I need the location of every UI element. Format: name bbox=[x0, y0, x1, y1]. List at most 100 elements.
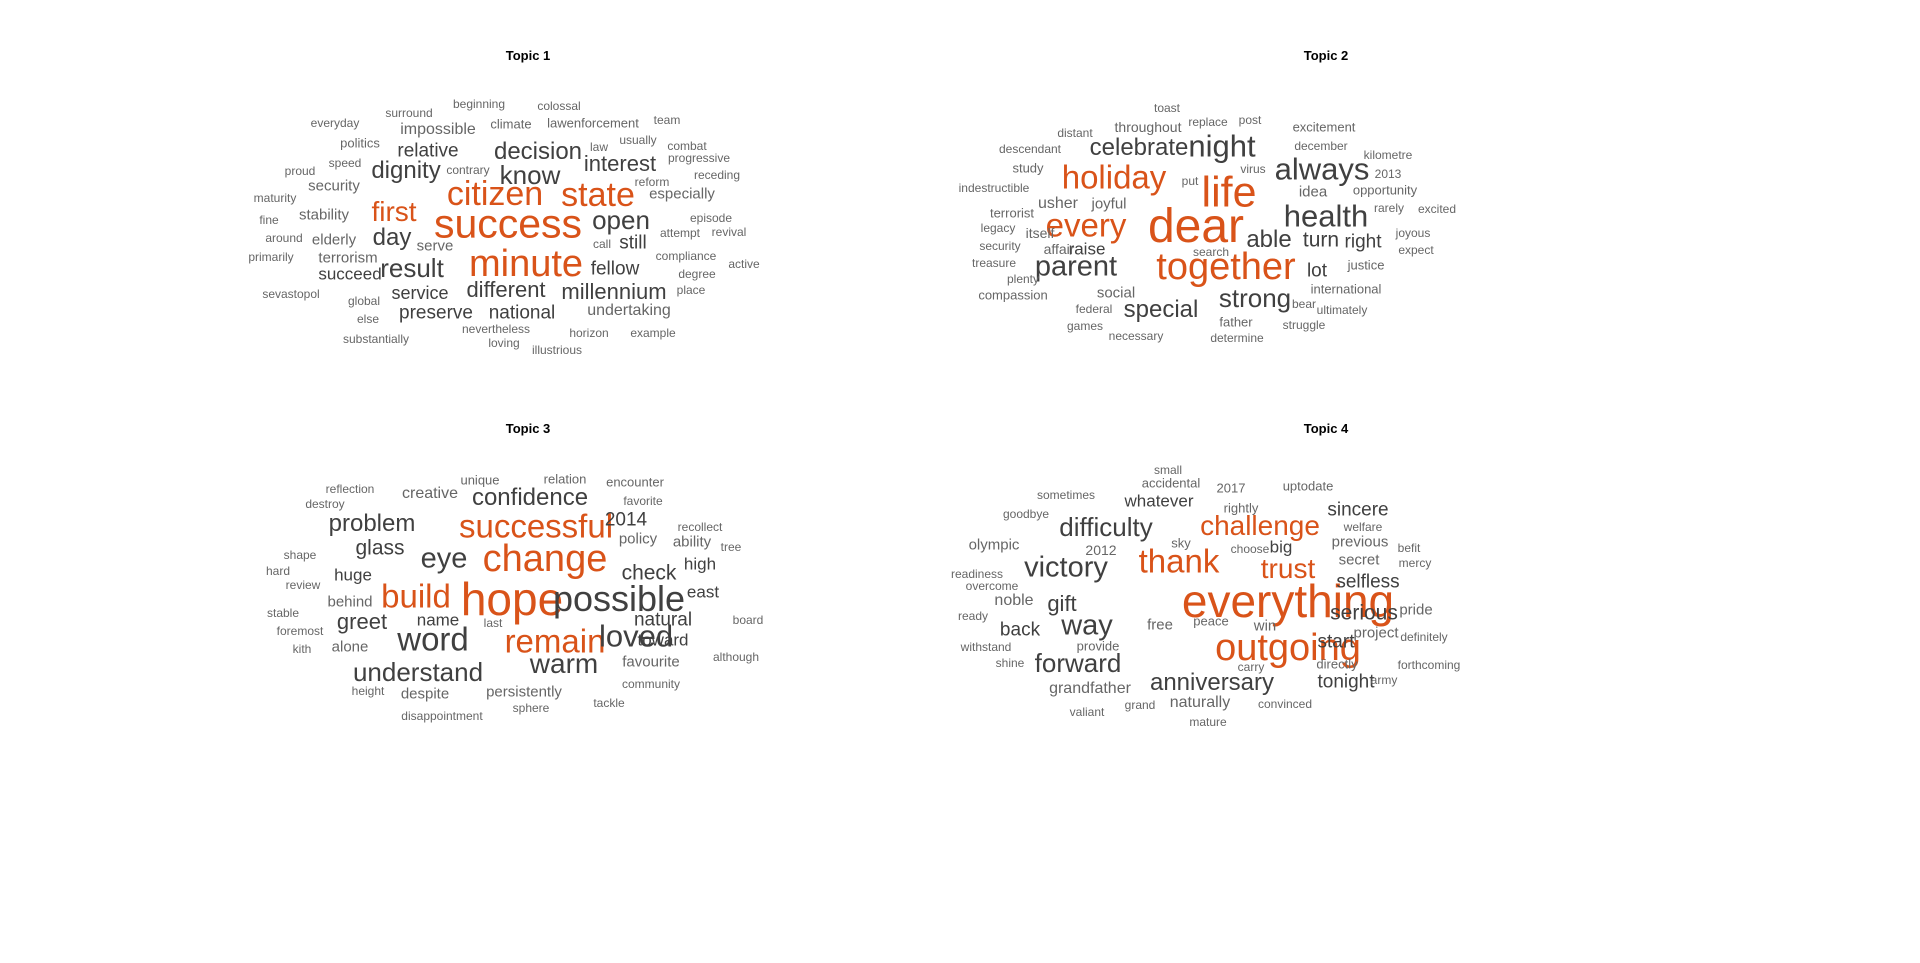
wordcloud-word: federal bbox=[1075, 302, 1113, 316]
wordcloud-word: way bbox=[1061, 609, 1113, 642]
wordcloud-word: citizen bbox=[446, 175, 544, 213]
wordcloud-word: grandfather bbox=[1049, 680, 1131, 697]
wordcloud-word: surround bbox=[385, 106, 433, 120]
wordcloud-word: preserve bbox=[399, 302, 473, 324]
wordcloud-word: height bbox=[351, 684, 385, 698]
wordcloud-word: still bbox=[619, 232, 647, 254]
wordcloud-word: fellow bbox=[590, 258, 640, 280]
wordcloud-word: understand bbox=[352, 657, 484, 687]
wordcloud-word: terrorist bbox=[989, 205, 1035, 221]
wordcloud-word: last bbox=[483, 616, 503, 630]
wordcloud-word: especially bbox=[649, 185, 715, 203]
wordcloud-word: forthcoming bbox=[1397, 658, 1461, 672]
wordcloud-word: free bbox=[1147, 616, 1173, 634]
wordcloud-word: word bbox=[397, 620, 469, 658]
wordcloud-word: reform bbox=[634, 175, 670, 189]
wordcloud-word: post bbox=[1238, 113, 1262, 127]
wordcloud-word: result bbox=[380, 253, 444, 283]
wordcloud-word: horizon bbox=[569, 326, 609, 340]
wordcloud-word: legacy bbox=[980, 221, 1016, 235]
wordcloud-word: descendant bbox=[998, 142, 1062, 156]
wordcloud-word: games bbox=[1066, 319, 1104, 333]
wordcloud-word: problem bbox=[328, 510, 416, 537]
wordcloud-topic-2: dear life together holiday every night always h… bbox=[959, 48, 1626, 408]
wordcloud-word: unique bbox=[460, 472, 500, 488]
wordcloud-word: 2017 bbox=[1216, 480, 1246, 496]
wordcloud-word: speed bbox=[328, 156, 362, 170]
wordcloud-word: previous bbox=[1331, 533, 1389, 551]
wordcloud-panel-topic-4: Topic 4 everything outgoing thank challenge… bbox=[951, 421, 1626, 781]
wordcloud-word: illustrious bbox=[531, 343, 583, 357]
wordcloud-word: terrorism bbox=[318, 249, 378, 267]
wordcloud-word: kilometre bbox=[1363, 148, 1413, 162]
wordcloud-word: determine bbox=[1210, 331, 1264, 345]
wordcloud-word: social bbox=[1096, 284, 1136, 302]
wordcloud-word: different bbox=[466, 277, 546, 302]
wordcloud-word: readiness bbox=[950, 567, 1004, 581]
wordcloud-word: win bbox=[1253, 617, 1277, 635]
wordcloud-word: sphere bbox=[512, 701, 550, 715]
wordcloud-word: start bbox=[1317, 631, 1355, 653]
wordcloud-word: proud bbox=[284, 164, 316, 178]
wordcloud-word: elderly bbox=[311, 231, 357, 249]
wordcloud-word: night bbox=[1188, 128, 1256, 164]
wordcloud-word: compliance bbox=[655, 249, 717, 263]
wordcloud-word: forward bbox=[1034, 648, 1122, 678]
wordcloud-word: 2013 bbox=[1374, 167, 1402, 181]
wordcloud-word: loved bbox=[598, 618, 674, 654]
wordcloud-word: climate bbox=[490, 116, 532, 132]
wordcloud-word: usher bbox=[1037, 195, 1079, 212]
wordcloud-word: project bbox=[1353, 624, 1399, 642]
wordcloud-word: right bbox=[1344, 231, 1382, 253]
chart-title: Topic 4 bbox=[1303, 421, 1349, 436]
wordcloud-word: else bbox=[356, 312, 380, 326]
wordcloud-word: pride bbox=[1399, 601, 1433, 619]
wordcloud-word: always bbox=[1274, 151, 1370, 187]
wordcloud-word: remain bbox=[504, 622, 606, 660]
wordcloud-word: serve bbox=[416, 237, 454, 255]
wordcloud-word: call bbox=[592, 237, 612, 251]
wordcloud-word: natural bbox=[633, 609, 693, 631]
wordcloud-word: father bbox=[1219, 314, 1253, 330]
wordcloud-word: excitement bbox=[1292, 119, 1356, 135]
wordcloud-word: degree bbox=[678, 267, 716, 281]
wordcloud-word: affair bbox=[1043, 241, 1075, 257]
wordcloud-word: welfare bbox=[1343, 520, 1383, 534]
wordcloud-word: beginning bbox=[452, 97, 506, 111]
wordcloud-word: december bbox=[1294, 139, 1348, 153]
wordcloud-word: valiant bbox=[1069, 705, 1105, 719]
wordcloud-word: favourite bbox=[622, 653, 680, 671]
wordcloud-word: study bbox=[1012, 160, 1044, 176]
wordcloud-word: holiday bbox=[1061, 158, 1167, 196]
wordcloud-word: choose bbox=[1230, 542, 1270, 556]
chart-title: Topic 3 bbox=[505, 421, 551, 436]
wordcloud-word: accidental bbox=[1141, 475, 1201, 491]
wordcloud-word: security bbox=[979, 239, 1021, 253]
wordcloud-word: stable bbox=[266, 606, 300, 620]
wordcloud-word: hard bbox=[265, 564, 291, 578]
wordcloud-word: 2012 bbox=[1085, 542, 1117, 558]
wordcloud-word: colossal bbox=[537, 99, 581, 113]
wordcloud-word: bear bbox=[1291, 297, 1317, 311]
wordcloud-word: goodbye bbox=[1002, 507, 1050, 521]
wordcloud-word: confidence bbox=[471, 484, 589, 511]
wordcloud-word: whatever bbox=[1124, 491, 1194, 511]
wordcloud-word: justice bbox=[1347, 257, 1385, 273]
wordcloud-word: befit bbox=[1397, 541, 1421, 555]
wordcloud-word: shine bbox=[995, 656, 1025, 670]
wordcloud-word: rarely bbox=[1373, 201, 1405, 215]
wordcloud-word: successful bbox=[458, 507, 614, 545]
wordcloud-word: strong bbox=[1218, 283, 1292, 313]
wordcloud-word: trust bbox=[1260, 553, 1316, 584]
wordcloud-word: toward bbox=[637, 630, 689, 650]
wordcloud-word: convinced bbox=[1257, 697, 1313, 711]
wordcloud-word: interest bbox=[583, 151, 657, 176]
wordcloud-word: loving bbox=[488, 336, 520, 350]
wordcloud-word: joyful bbox=[1091, 195, 1127, 213]
wordcloud-word: millennium bbox=[561, 279, 667, 304]
wordcloud-panel-topic-2: Topic 2 dear life together holiday every nigh… bbox=[959, 48, 1626, 408]
wordcloud-word: destroy bbox=[305, 497, 345, 511]
wordcloud-word: virus bbox=[1240, 162, 1266, 176]
wordcloud-word: struggle bbox=[1282, 318, 1326, 332]
wordcloud-word: 2014 bbox=[604, 509, 648, 531]
